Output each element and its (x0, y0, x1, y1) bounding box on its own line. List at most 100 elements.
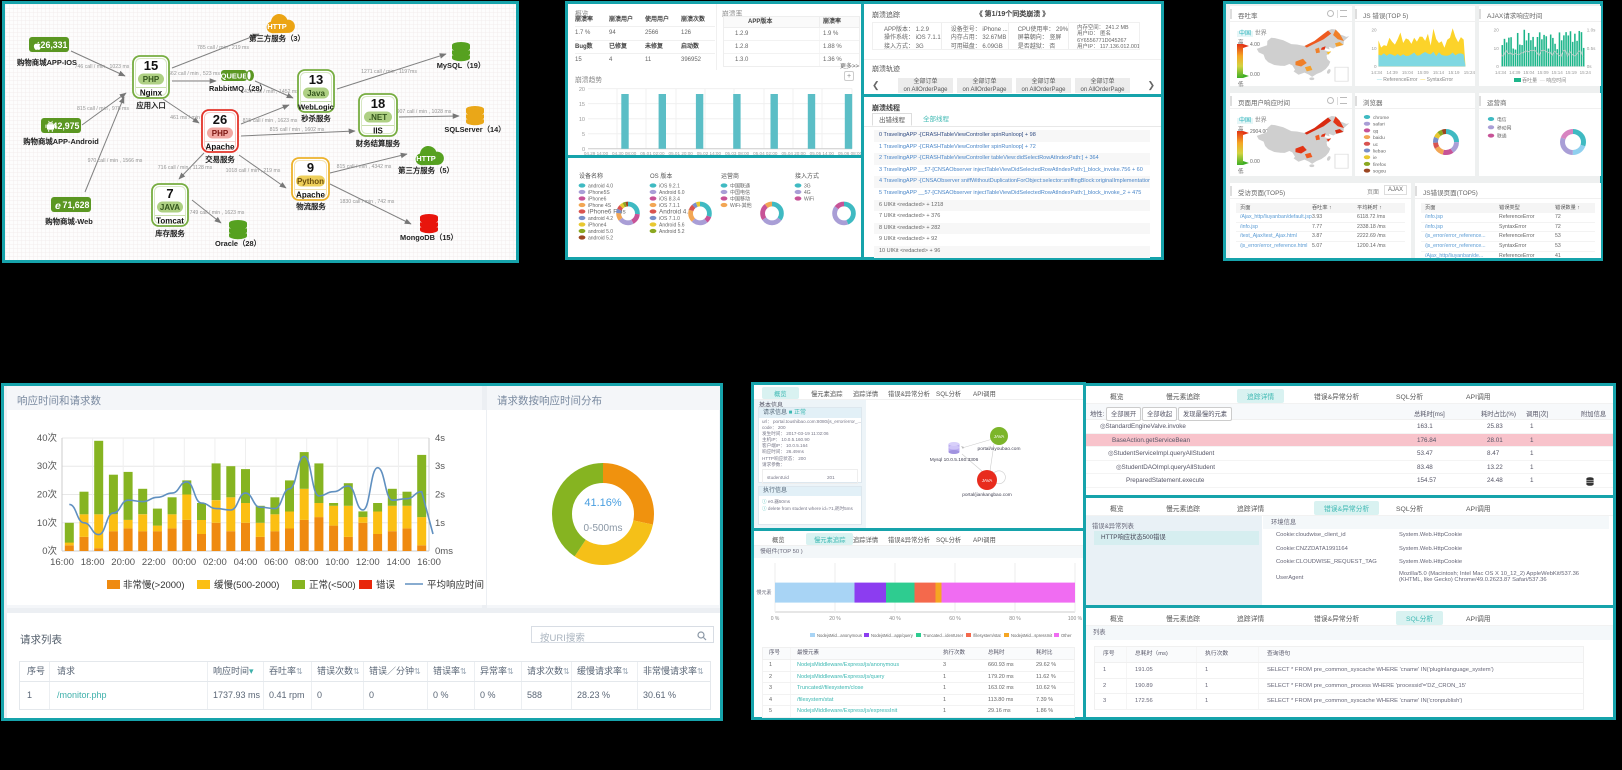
svg-text:liebao: liebao (1373, 149, 1386, 155)
svg-text:中国联通: 中国联通 (730, 183, 750, 190)
svg-text:1271 call / min , 1197ms: 1271 call / min , 1197ms (361, 69, 417, 75)
svg-text:safari: safari (1373, 122, 1385, 128)
svg-text:10:00: 10:00 (325, 557, 349, 568)
svg-text:iOS 7.1.1: iOS 7.1.1 (659, 203, 680, 209)
svg-text:1430 call / min , 1452 ms: 1430 call / min , 1452 ms (241, 89, 299, 95)
svg-text:7: 7 (166, 186, 173, 201)
svg-text:Truncated...identUser: Truncated...identUser (923, 633, 964, 638)
svg-text:5: 5 (582, 132, 585, 138)
svg-text:交易服务: 交易服务 (205, 155, 235, 164)
svg-text:815 call / min , 1623 ms: 815 call / min , 1623 ms (243, 118, 298, 124)
svg-text:chrome: chrome (1373, 115, 1389, 121)
svg-text:20次: 20次 (37, 489, 58, 501)
svg-text:android 4.2: android 4.2 (588, 216, 613, 222)
svg-text:中国电信: 中国电信 (730, 189, 750, 196)
svg-text:移动网: 移动网 (1497, 124, 1512, 131)
svg-text:中国移动: 中国移动 (730, 196, 750, 203)
svg-text:PHP: PHP (212, 129, 229, 138)
svg-text:4s: 4s (435, 433, 445, 444)
svg-text:41.16%: 41.16% (584, 497, 622, 509)
svg-text:电信: 电信 (1497, 116, 1507, 123)
svg-text:Nginx: Nginx (140, 89, 163, 98)
svg-text:05.04 20:00: 05.04 20:00 (781, 151, 806, 156)
svg-text:05.02 14:00: 05.02 14:00 (697, 151, 722, 156)
svg-text:联通: 联通 (1497, 133, 1507, 140)
svg-text:0.5s: 0.5s (1587, 46, 1596, 51)
svg-text:MongoDB（15）: MongoDB（15） (400, 233, 458, 242)
svg-text:05.05 14:00: 05.05 14:00 (810, 151, 835, 156)
svg-text:16:00: 16:00 (50, 557, 74, 568)
svg-text:接入方式: 接入方式 (795, 172, 819, 180)
svg-text:05.06 08:00: 05.06 08:00 (838, 151, 863, 156)
svg-text:0s: 0s (1587, 64, 1593, 69)
svg-text:22:00: 22:00 (142, 557, 166, 568)
svg-text:15: 15 (579, 102, 585, 108)
svg-text:14:00: 14:00 (387, 557, 411, 568)
svg-text:15: 15 (144, 58, 158, 73)
svg-text:20:00: 20:00 (111, 557, 135, 568)
svg-text:iPhone4: iPhone4 (588, 223, 607, 229)
svg-text:30次: 30次 (37, 460, 58, 472)
svg-text:05.03 08:00: 05.03 08:00 (725, 151, 750, 156)
svg-text:sogou: sogou (1373, 170, 1386, 175)
svg-text:60 %: 60 % (949, 616, 961, 622)
svg-text:785 call / min , 219 ms: 785 call / min , 219 ms (197, 45, 249, 51)
svg-text:/filesystem/stat: /filesystem/stat (973, 633, 1002, 638)
svg-text:Android 4.3: Android 4.3 (659, 209, 692, 216)
svg-text:42,975: 42,975 (53, 121, 80, 131)
svg-text:.NET: .NET (369, 113, 387, 122)
svg-text:10次: 10次 (37, 517, 58, 529)
svg-text:应用入口: 应用入口 (136, 101, 166, 110)
svg-text:portal/jiankangbao.com: portal/jiankangbao.com (962, 492, 1012, 498)
svg-text:NodejsMid...spressInit: NodejsMid...spressInit (1011, 633, 1053, 638)
svg-text:9: 9 (307, 160, 314, 175)
svg-text:1s: 1s (435, 518, 445, 529)
svg-text:Android 5.2: Android 5.2 (659, 229, 685, 235)
svg-text:20: 20 (1371, 28, 1377, 33)
svg-text:461 ms / min: 461 ms / min (170, 115, 200, 121)
svg-text:05.01 20:00: 05.01 20:00 (669, 151, 694, 156)
svg-text:749 call / min , 1623 ms: 749 call / min , 1623 ms (190, 210, 245, 216)
svg-text:26: 26 (213, 112, 227, 127)
svg-text:qq: qq (1373, 129, 1379, 134)
svg-text:0: 0 (1496, 64, 1499, 69)
svg-text:SQLServer（14）: SQLServer（14） (444, 125, 505, 134)
svg-text:物流服务: 物流服务 (296, 202, 326, 211)
svg-text:WiFi-其他: WiFi-其他 (730, 202, 752, 209)
svg-text:HTTP: HTTP (416, 154, 436, 163)
svg-text:12:00: 12:00 (356, 557, 380, 568)
svg-text:HTTP: HTTP (267, 22, 287, 31)
svg-text:portal/xiyoubao.com: portal/xiyoubao.com (978, 446, 1021, 452)
svg-text:3s: 3s (435, 461, 445, 472)
svg-text:20: 20 (579, 87, 585, 93)
svg-text:iPhone6: iPhone6 (588, 197, 607, 203)
svg-text:baidu: baidu (1373, 135, 1385, 141)
svg-text:非常慢(>2000): 非常慢(>2000) (123, 579, 185, 591)
svg-text:WebLogic: WebLogic (298, 103, 334, 112)
svg-text:05.01 02:00: 05.01 02:00 (640, 151, 665, 156)
svg-text:10: 10 (1371, 46, 1377, 51)
svg-text:错误: 错误 (376, 579, 396, 591)
svg-text:20 %: 20 % (829, 616, 841, 622)
svg-text:04.30 08:00: 04.30 08:00 (612, 151, 637, 156)
svg-text:13: 13 (309, 72, 323, 87)
svg-text:16:00: 16:00 (417, 557, 441, 568)
svg-text:iPhone 4S: iPhone 4S (588, 203, 612, 209)
svg-text:iPhone5S: iPhone5S (588, 190, 610, 196)
svg-text:907 call / min , 1028 ms: 907 call / min , 1028 ms (397, 109, 452, 115)
svg-text:08:00: 08:00 (295, 557, 319, 568)
svg-text:firefox: firefox (1373, 162, 1387, 168)
svg-text:购物商城-Web: 购物商城-Web (45, 217, 93, 226)
svg-text:0次: 0次 (42, 545, 57, 557)
svg-text:0: 0 (582, 147, 585, 153)
svg-text:18: 18 (371, 96, 385, 111)
svg-text:1018 call / min , 219 ms: 1018 call / min , 219 ms (226, 168, 281, 174)
svg-text:815 call / min , 978 ms: 815 call / min , 978 ms (77, 106, 129, 112)
svg-text:970 call / min , 1566 ms: 970 call / min , 1566 ms (88, 158, 143, 164)
svg-text:第三方服务（5）: 第三方服务（5） (398, 166, 454, 175)
svg-text:04.29 14:00: 04.29 14:00 (584, 151, 609, 156)
svg-text:IIS: IIS (373, 127, 383, 136)
svg-text:设备名称: 设备名称 (579, 172, 603, 180)
svg-text:MySQL（19）: MySQL（19） (437, 61, 485, 70)
svg-text:android 5.0: android 5.0 (588, 229, 613, 235)
